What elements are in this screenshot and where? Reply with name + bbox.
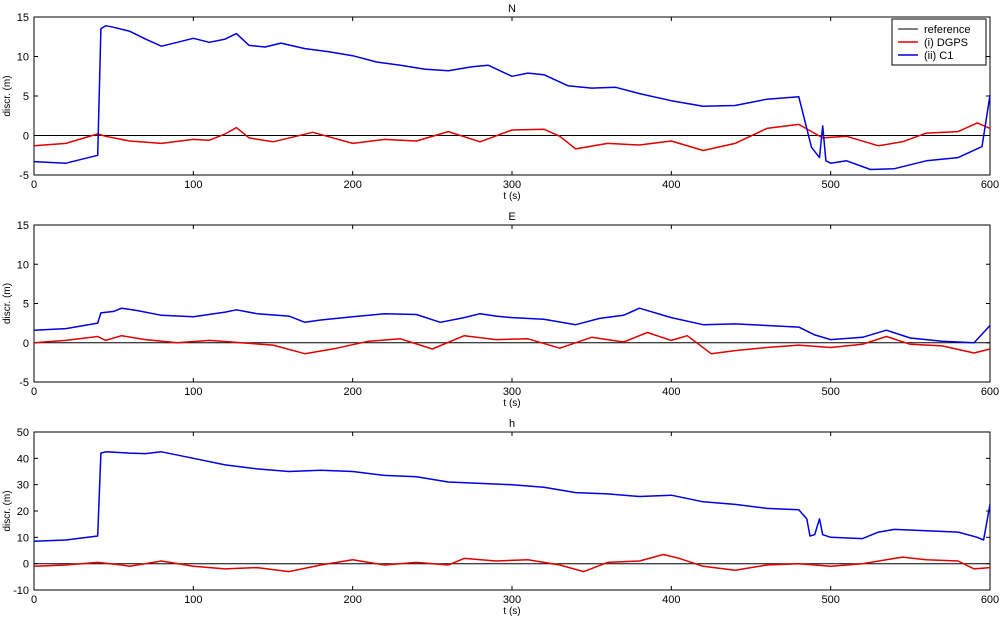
- x-tick-label: 0: [31, 386, 37, 398]
- legend-label-i-dgps: (i) DGPS: [924, 37, 968, 49]
- y-tick-label: 10: [17, 532, 29, 544]
- x-axis-label: t (s): [503, 191, 520, 202]
- x-tick-label: 300: [503, 179, 521, 191]
- y-axis-label: discr. (m): [2, 283, 13, 324]
- series-i-dgps-line: [33, 331, 991, 355]
- y-tick-label: -5: [19, 170, 29, 182]
- x-tick-label: 100: [184, 386, 202, 398]
- legend-label-ii-c1: (ii) C1: [924, 50, 953, 62]
- x-tick-label: 600: [981, 179, 999, 191]
- y-tick-label: 5: [23, 299, 29, 311]
- x-axis-label: t (s): [503, 606, 520, 617]
- series-ii-c1-line: [33, 307, 991, 344]
- y-tick-label: 10: [17, 259, 29, 271]
- x-tick-label: 500: [821, 594, 839, 606]
- y-tick-label: -10: [13, 585, 29, 597]
- y-tick-label: 15: [17, 12, 29, 24]
- y-tick-label: 5: [23, 91, 29, 103]
- y-tick-label: 30: [17, 480, 29, 492]
- y-axis-label: discr. (m): [2, 490, 13, 531]
- x-tick-label: 100: [184, 179, 202, 191]
- y-tick-label: 0: [23, 338, 29, 350]
- y-axis-label: discr. (m): [2, 75, 13, 116]
- x-tick-label: 200: [343, 594, 361, 606]
- y-tick-label: 50: [17, 427, 29, 439]
- x-tick-label: 400: [662, 179, 680, 191]
- x-tick-label: 300: [503, 386, 521, 398]
- legend-label-reference: reference: [924, 24, 970, 36]
- series-ii-c1-line: [33, 24, 991, 171]
- series-i-dgps-line: [33, 553, 991, 573]
- y-tick-label: 15: [17, 220, 29, 232]
- x-tick-label: 400: [662, 386, 680, 398]
- x-tick-label: 0: [31, 594, 37, 606]
- y-tick-label: -5: [19, 377, 29, 389]
- series-i-dgps-line: [33, 122, 991, 152]
- x-tick-label: 500: [821, 179, 839, 191]
- plot-area: [33, 16, 991, 176]
- x-tick-label: 100: [184, 594, 202, 606]
- x-tick-label: 600: [981, 386, 999, 398]
- y-tick-label: 0: [23, 559, 29, 571]
- y-tick-label: 0: [23, 131, 29, 143]
- plot-area: [33, 224, 991, 383]
- x-tick-label: 600: [981, 594, 999, 606]
- panel-title: N: [508, 3, 516, 15]
- x-tick-label: 200: [343, 386, 361, 398]
- x-tick-label: 500: [821, 386, 839, 398]
- legend: reference(i) DGPS(ii) C1: [891, 18, 987, 66]
- panel-title: E: [508, 211, 515, 223]
- panel-title: h: [509, 418, 515, 430]
- y-tick-label: 10: [17, 52, 29, 64]
- x-tick-label: 0: [31, 179, 37, 191]
- x-tick-label: 300: [503, 594, 521, 606]
- x-axis-label: t (s): [503, 398, 520, 409]
- y-tick-label: 40: [17, 453, 29, 465]
- series-ii-c1-line: [33, 451, 991, 543]
- x-tick-label: 400: [662, 594, 680, 606]
- y-tick-label: 20: [17, 506, 29, 518]
- x-tick-label: 200: [343, 179, 361, 191]
